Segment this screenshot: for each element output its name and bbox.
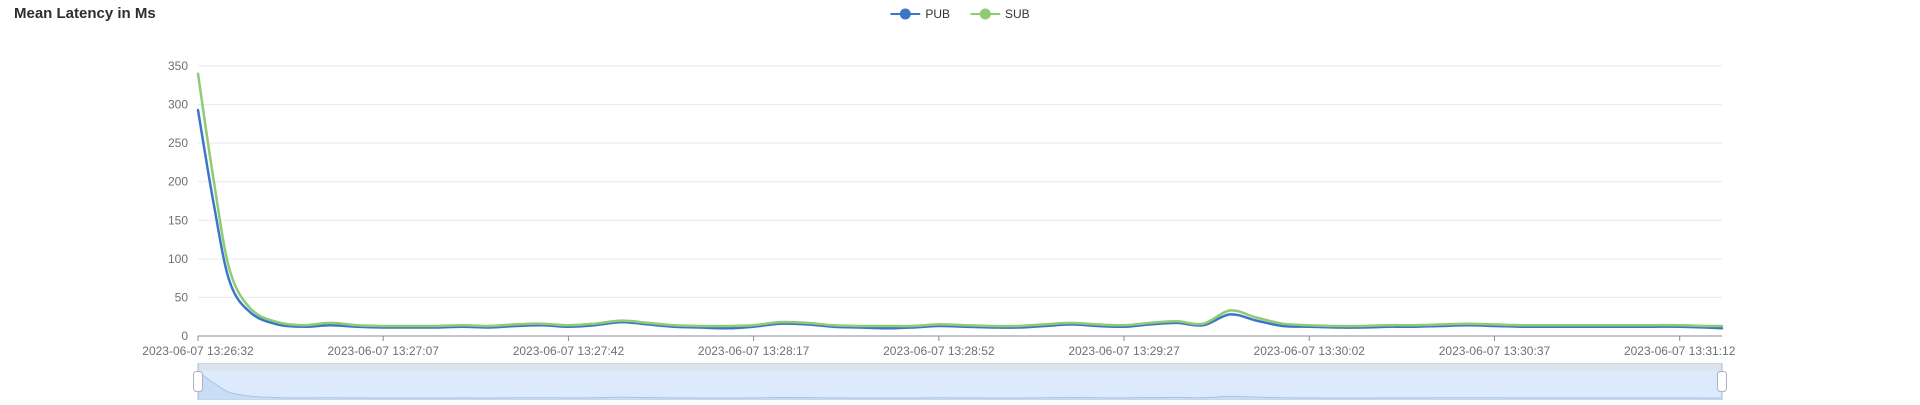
datazoom-track[interactable] bbox=[198, 370, 1722, 401]
x-axis-label: 2023-06-07 13:29:27 bbox=[1068, 344, 1180, 358]
datazoom-preview-line bbox=[197, 371, 1723, 399]
y-axis-label: 350 bbox=[168, 59, 188, 73]
x-axis-label: 2023-06-07 13:28:52 bbox=[883, 344, 995, 358]
x-axis-label: 2023-06-07 13:30:37 bbox=[1439, 344, 1551, 358]
y-axis-label: 150 bbox=[168, 213, 188, 227]
y-grid: 0 50 100 150 200 250 300 350 bbox=[168, 59, 1722, 343]
legend-label-sub: SUB bbox=[1005, 7, 1030, 21]
x-axis-label: 2023-06-07 13:31:12 bbox=[1624, 344, 1736, 358]
sub-series-line bbox=[196, 72, 1724, 328]
x-axis-label: 2023-06-07 13:28:17 bbox=[698, 344, 810, 358]
sub-line-dot-icon bbox=[970, 8, 1000, 20]
chart-title: Mean Latency in Ms bbox=[14, 5, 156, 22]
y-axis-label: 100 bbox=[168, 252, 188, 266]
legend: PUB SUB bbox=[890, 7, 1030, 21]
x-axis-label: 2023-06-07 13:27:07 bbox=[327, 344, 439, 358]
y-axis-label: 50 bbox=[175, 290, 189, 304]
datazoom-right-handle[interactable] bbox=[1717, 371, 1727, 392]
y-axis-label: 0 bbox=[181, 329, 188, 343]
pub-series-line bbox=[196, 108, 1724, 330]
x-axis-label: 2023-06-07 13:27:42 bbox=[513, 344, 625, 358]
x-axis-label: 2023-06-07 13:30:02 bbox=[1254, 344, 1366, 358]
legend-item-pub[interactable]: PUB bbox=[890, 7, 950, 21]
datazoom-slider[interactable] bbox=[193, 363, 1727, 401]
x-axis-label: 2023-06-07 13:26:32 bbox=[142, 344, 254, 358]
y-axis-label: 200 bbox=[168, 175, 188, 189]
datazoom-top-band bbox=[198, 363, 1722, 371]
datazoom-left-handle[interactable] bbox=[193, 371, 203, 392]
y-axis-label: 300 bbox=[168, 98, 188, 112]
legend-label-pub: PUB bbox=[925, 7, 950, 21]
x-axis: 2023-06-07 13:26:32 2023-06-07 13:27:07 20… bbox=[142, 335, 1736, 358]
legend-item-sub[interactable]: SUB bbox=[970, 7, 1030, 21]
y-axis-label: 250 bbox=[168, 136, 188, 150]
pub-line-dot-icon bbox=[890, 8, 921, 20]
